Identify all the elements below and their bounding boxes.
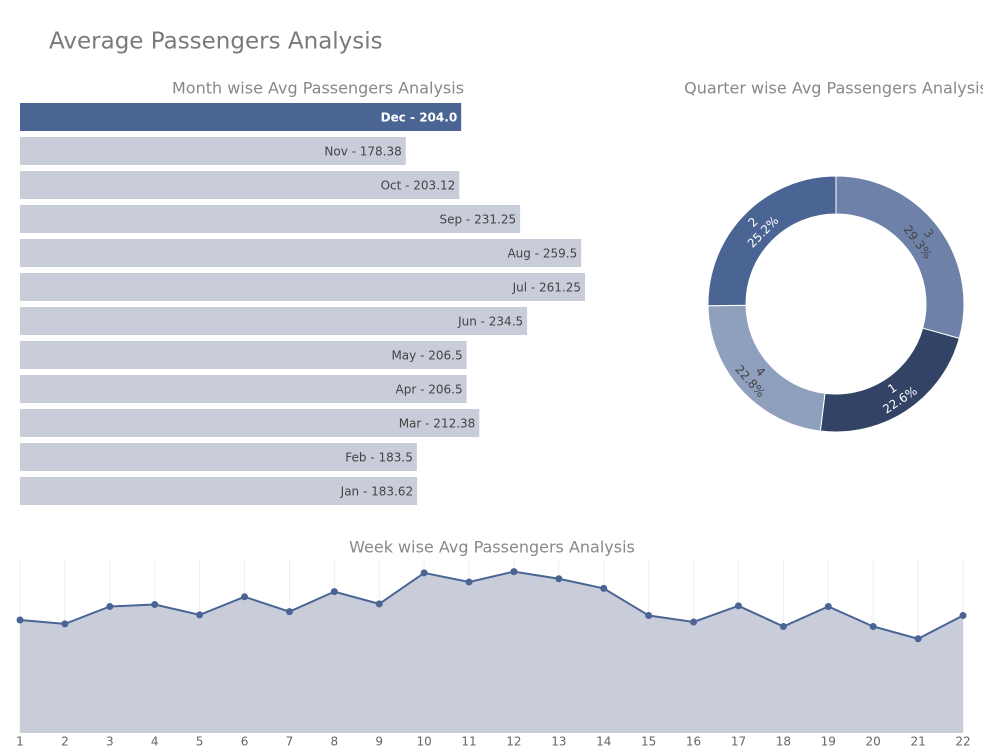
point (914, 635, 922, 643)
point (196, 611, 204, 619)
x-tick-label: 18 (776, 735, 791, 749)
bar (20, 307, 528, 335)
bar-label: Jul - 261.25 (512, 281, 581, 295)
point (106, 602, 114, 610)
bar (20, 443, 417, 471)
x-tick-label: 9 (375, 735, 383, 749)
bar (20, 273, 585, 301)
point (959, 612, 967, 620)
x-tick-label: 17 (731, 735, 746, 749)
bar-label: Nov - 178.38 (324, 145, 401, 159)
x-tick-label: 5 (196, 735, 204, 749)
bar-label: Mar - 212.38 (399, 417, 476, 431)
bar-label: May - 206.5 (391, 349, 462, 363)
point (285, 608, 293, 616)
donut-slice (835, 175, 965, 340)
bar (20, 137, 406, 165)
donut-slice (707, 175, 837, 307)
x-tick-label: 11 (461, 735, 476, 749)
x-tick-label: 12 (506, 735, 521, 749)
bar (20, 409, 480, 437)
chart-title: Week wise Avg Passengers Analysis (349, 538, 635, 557)
x-tick-label: 15 (641, 735, 656, 749)
x-tick-label: 7 (286, 735, 294, 749)
point (330, 588, 338, 596)
bar (20, 239, 582, 267)
chart-title: Month wise Avg Passengers Analysis (172, 79, 464, 98)
bar-label: Jan - 183.62 (340, 485, 413, 499)
x-tick-label: 21 (910, 735, 925, 749)
point (690, 618, 698, 626)
bar-label: Dec - 204.0 (381, 111, 458, 125)
point (600, 584, 608, 592)
bar-label: Jun - 234.5 (457, 315, 523, 329)
point (375, 600, 383, 608)
x-tick-label: 2 (61, 735, 69, 749)
page-title: Average Passengers Analysis (49, 29, 383, 55)
point (734, 602, 742, 610)
bar-label: Oct - 203.12 (381, 179, 456, 193)
x-tick-label: 13 (551, 735, 566, 749)
x-tick-label: 8 (331, 735, 339, 749)
point (510, 568, 518, 576)
x-tick-label: 10 (417, 735, 432, 749)
bar-label: Feb - 183.5 (345, 451, 413, 465)
point (16, 616, 24, 624)
point (779, 622, 787, 630)
x-tick-label: 6 (241, 735, 249, 749)
bar (20, 477, 418, 505)
point (555, 575, 563, 583)
point (151, 601, 159, 609)
bar-label: Sep - 231.25 (440, 213, 517, 227)
x-tick-label: 4 (151, 735, 159, 749)
point (869, 622, 877, 630)
point (824, 602, 832, 610)
bar (20, 375, 467, 403)
chart-title: Quarter wise Avg Passengers Analysis (684, 79, 983, 98)
donut-slice (819, 327, 960, 433)
x-tick-label: 14 (596, 735, 611, 749)
point (465, 578, 473, 586)
bar (20, 103, 462, 131)
point (61, 620, 69, 628)
x-tick-label: 19 (821, 735, 836, 749)
area-fill (20, 571, 963, 733)
x-tick-label: 3 (106, 735, 114, 749)
x-tick-label: 16 (686, 735, 701, 749)
x-tick-label: 20 (866, 735, 881, 749)
point (241, 593, 249, 601)
point (645, 612, 653, 620)
bar (20, 341, 467, 369)
bar (20, 205, 521, 233)
point (420, 569, 428, 577)
x-tick-label: 22 (955, 735, 970, 749)
x-tick-label: 1 (16, 735, 24, 749)
bar-label: Apr - 206.5 (396, 383, 463, 397)
bar-label: Aug - 259.5 (507, 247, 577, 261)
line (19, 570, 964, 640)
bar (20, 171, 460, 199)
